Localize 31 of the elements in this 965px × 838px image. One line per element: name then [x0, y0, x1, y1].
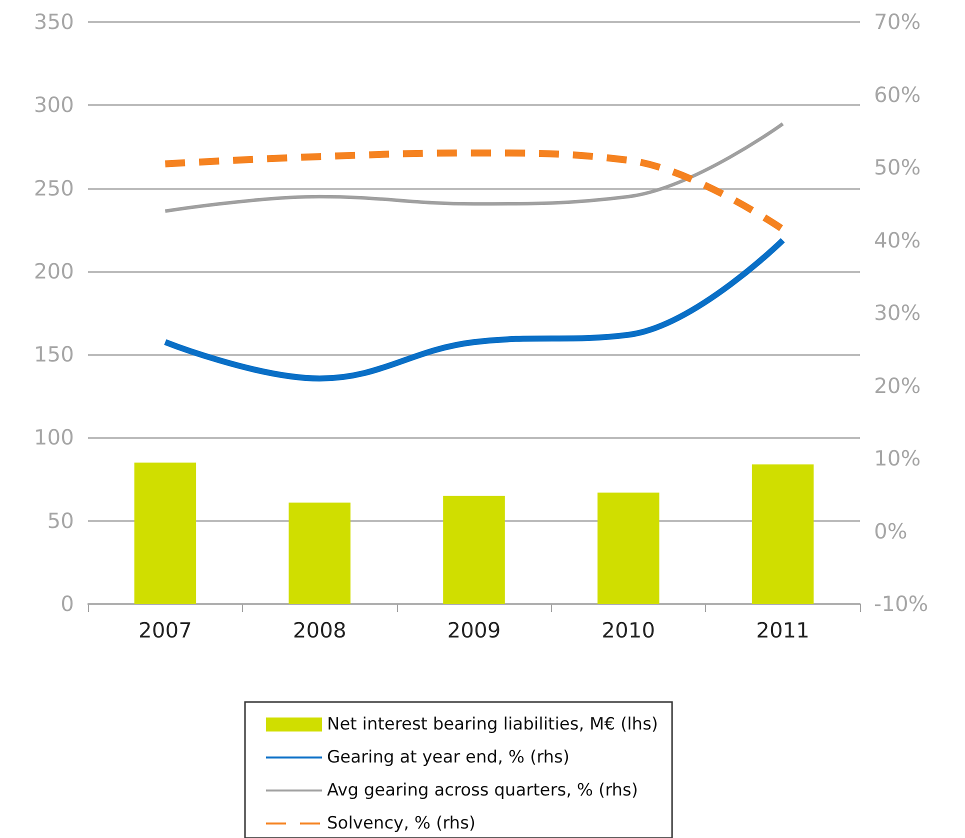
y2-tick-label: 70% [874, 10, 921, 34]
y-tick-label: 350 [34, 10, 74, 34]
y2-tick-label: 50% [874, 156, 921, 180]
y-tick-label: 100 [34, 426, 74, 450]
y2-tick-label: 10% [874, 446, 921, 470]
bar [752, 464, 814, 604]
y-tick-label: 200 [34, 259, 74, 284]
y2-tick-label: 40% [874, 228, 921, 252]
y-tick-label: 150 [34, 342, 74, 367]
y2-tick-label: 0% [874, 519, 908, 544]
y-tick-label: 250 [34, 176, 74, 200]
y-tick-label: 300 [34, 93, 74, 118]
y2-tick-label: -10% [874, 592, 928, 616]
legend-label: Net interest bearing liabilities, M€ (lhs) [327, 714, 658, 734]
y-tick-label: 50 [47, 508, 74, 533]
bar [443, 496, 505, 604]
y2-tick-label: 30% [874, 301, 921, 325]
y2-tick-label: 60% [874, 82, 921, 107]
x-tick-label: 2007 [138, 618, 192, 642]
x-tick-label: 2011 [756, 618, 810, 642]
bar [598, 492, 660, 604]
bar [288, 502, 350, 604]
legend-label: Solvency, % (rhs) [327, 814, 476, 834]
x-tick-label: 2010 [602, 618, 656, 642]
legend-label: Gearing at year end, % (rhs) [327, 748, 570, 768]
y2-tick-label: 20% [874, 374, 921, 398]
bar [134, 462, 196, 604]
y-tick-label: 0 [60, 592, 74, 616]
x-tick-label: 2009 [447, 618, 501, 642]
legend-label: Avg gearing across quarters, % (rhs) [327, 780, 638, 800]
x-tick-label: 2008 [292, 618, 346, 642]
